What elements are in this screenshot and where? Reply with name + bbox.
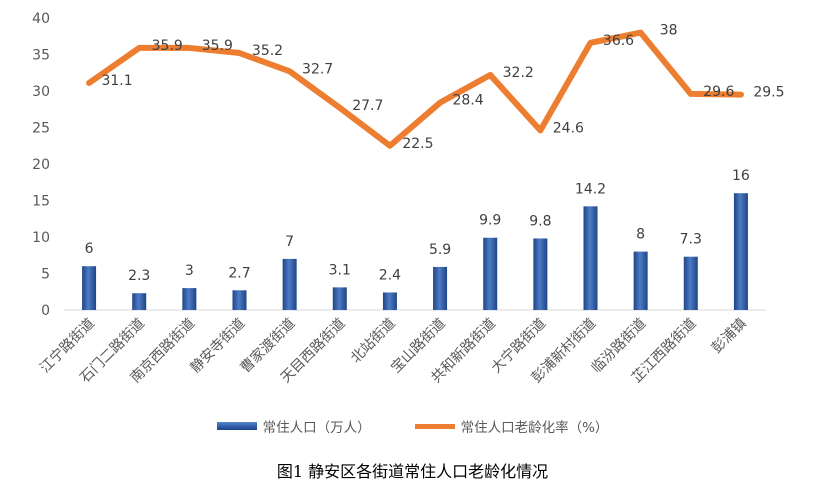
line-point [188,47,190,49]
y-tick-label: 25 [32,121,50,137]
line-point [339,107,341,109]
figure-caption: 图1 静安区各街道常住人口老龄化情况 [276,462,549,481]
bar-data-label: 7.3 [680,232,702,248]
x-category-label: 彭浦镇 [709,316,750,357]
line-point [539,129,541,131]
bar-data-label: 2.3 [128,268,150,284]
line-point [590,42,591,44]
line-data-label: 36.6 [603,33,634,49]
y-tick-label: 40 [32,11,50,27]
line-point [690,93,692,95]
y-tick-label: 10 [32,230,50,246]
bar [382,292,397,310]
line-point [289,70,291,72]
legend-label-aging-rate: 常住人口老龄化率（%） [460,420,609,436]
bar [683,256,698,310]
line-point [389,145,391,147]
bar-data-label: 14.2 [575,181,606,197]
line-data-label: 35.9 [152,38,183,54]
bar [633,251,648,310]
bar [533,238,548,310]
legend-swatch-line [414,423,455,429]
line-data-label: 35.9 [202,38,233,54]
aging-rate-line [86,29,744,149]
bar [483,237,498,310]
line-data-label: 22.5 [402,136,433,152]
x-category-label: 北站街道 [348,316,399,367]
bar [132,293,147,310]
legend-swatch-bar [216,422,257,430]
line-point [740,94,742,96]
bar [82,266,97,310]
line-data-label: 38 [660,23,678,39]
line-data-label: 28.4 [452,93,483,109]
line-point [88,82,90,84]
line-data-label: 32.2 [503,65,534,81]
line-point [489,74,491,76]
bar-data-label: 9.8 [529,213,551,229]
bar [433,266,448,310]
y-tick-label: 20 [32,157,50,173]
y-tick-label: 5 [41,267,50,283]
bar [232,290,247,310]
y-tick-label: 35 [32,48,50,64]
bar-data-label: 5.9 [429,242,451,258]
y-tick-label: 15 [32,194,50,210]
line-point [640,32,642,34]
y-tick-label: 30 [32,84,50,100]
line-point [138,47,140,49]
line-data-label: 24.6 [553,120,584,136]
bar-data-label: 3 [185,263,194,279]
bar [182,288,197,310]
legend-item-population: 常住人口（万人） [216,416,371,436]
line-data-label: 31.1 [101,73,132,89]
line-data-label: 29.5 [753,85,784,101]
bar-data-label: 16 [732,168,750,184]
bar [733,193,748,310]
bar-data-label: 7 [285,234,294,250]
legend-item-aging-rate: 常住人口老龄化率（%） [414,416,609,436]
bar [332,287,347,310]
legend: 常住人口（万人） 常住人口老龄化率（%） [0,416,825,436]
line-data-label: 35.2 [252,43,283,59]
bar [282,258,297,310]
bar-data-label: 3.1 [329,262,351,278]
bar-data-label: 2.4 [379,267,401,283]
legend-label-population: 常住人口（万人） [262,420,371,436]
bar-data-label: 9.9 [479,213,501,229]
bar-data-label: 6 [85,241,94,257]
bar [583,206,598,310]
bar-data-label: 8 [636,227,645,243]
line-data-label: 32.7 [302,61,333,77]
line-data-label: 27.7 [352,98,383,114]
line-point [439,102,441,104]
bar-data-label: 2.7 [228,265,250,281]
line-point [239,52,240,54]
line-data-label: 29.6 [703,84,734,100]
y-tick-label: 0 [41,303,50,319]
